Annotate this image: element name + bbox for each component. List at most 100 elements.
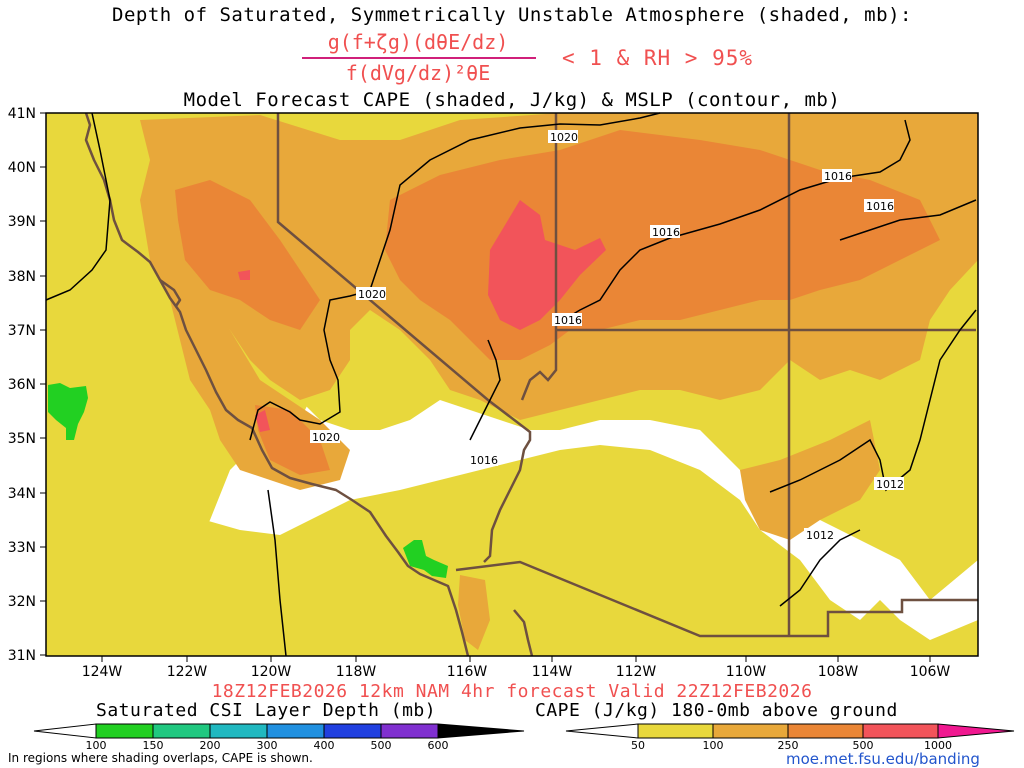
csi-area-socal bbox=[403, 540, 448, 578]
lon-tick: 118W bbox=[336, 656, 376, 680]
isobar-label: 1012 bbox=[876, 478, 904, 491]
cape-area-gold-baja bbox=[458, 575, 490, 650]
shading-footnote: In regions where shading overlaps, CAPE … bbox=[8, 751, 313, 765]
chart-title: Depth of Saturated, Symmetrically Unstab… bbox=[112, 4, 912, 26]
cape-bar-segment bbox=[712, 723, 789, 739]
lat-tick: 36N bbox=[8, 377, 46, 393]
formula-numerator: g(f+ζg)(dθE/dz) bbox=[327, 30, 509, 54]
isobar-label: 1016 bbox=[652, 226, 680, 239]
cape-area-red-nv bbox=[488, 200, 606, 330]
cape-area-orange-ca bbox=[175, 180, 320, 330]
lon-tick: 114W bbox=[532, 656, 573, 680]
isobar-south bbox=[267, 489, 287, 657]
lon-tick: 122W bbox=[167, 656, 207, 680]
state-borders bbox=[276, 113, 978, 638]
lon-label: 106W bbox=[910, 664, 951, 680]
csi-tick-label: 500 bbox=[371, 739, 392, 752]
lat-tick: 35N bbox=[8, 431, 46, 447]
cape-bar-segment bbox=[565, 723, 639, 739]
lon-label: 110W bbox=[726, 664, 767, 680]
coastline-gulf-ca bbox=[513, 609, 534, 657]
isobar-1012-se bbox=[779, 529, 861, 607]
formula-denominator: f(dVg/dz)²θE bbox=[345, 61, 491, 85]
cape-area-orange-socal bbox=[255, 405, 330, 475]
cape-area-red-coast bbox=[255, 410, 270, 432]
chart-subtitle: Model Forecast CAPE (shaded, J/kg) & MSL… bbox=[183, 89, 841, 111]
cape-tick-label: 1000 bbox=[924, 739, 952, 752]
csi-legend-title: Saturated CSI Layer Depth (mb) bbox=[96, 700, 437, 721]
isobar-1020-ca bbox=[249, 289, 373, 441]
isobar-1016-east bbox=[559, 119, 911, 323]
cape-tick-label: 500 bbox=[853, 739, 874, 752]
formula-fraction-bar bbox=[302, 57, 536, 59]
isobar-label: 1016 bbox=[554, 314, 582, 327]
lat-label: 32N bbox=[8, 594, 36, 610]
cape-tick-label: 100 bbox=[703, 739, 724, 752]
lat-tick: 32N bbox=[8, 594, 46, 610]
isobar-label: 1016 bbox=[824, 170, 852, 183]
cape-tick-label: 250 bbox=[778, 739, 799, 752]
cape-bar-segment bbox=[862, 723, 939, 739]
csi-tick-label: 100 bbox=[86, 739, 107, 752]
lon-label: 108W bbox=[818, 664, 859, 680]
lat-tick: 41N bbox=[8, 106, 46, 122]
isobar-1016-sw bbox=[469, 339, 501, 441]
lat-label: 31N bbox=[8, 648, 36, 664]
lat-label: 41N bbox=[8, 106, 36, 122]
lat-tick: 38N bbox=[8, 269, 46, 285]
lon-tick: 116W bbox=[447, 656, 488, 680]
csi-bar-segment bbox=[323, 723, 382, 739]
lon-label: 120W bbox=[251, 664, 292, 680]
csi-bar-segment bbox=[95, 723, 154, 739]
lat-label: 34N bbox=[8, 486, 36, 502]
lon-tick: 120W bbox=[251, 656, 292, 680]
lon-label: 114W bbox=[532, 664, 573, 680]
csi-tick-label: 600 bbox=[428, 739, 449, 752]
isobars bbox=[45, 112, 977, 657]
coastlines bbox=[84, 112, 534, 657]
csi-bar-segment bbox=[209, 723, 268, 739]
longitude-axis: 124W 122W 120W 118W 116W 114W 112W 110W … bbox=[82, 656, 951, 680]
isobar-label: 1016 bbox=[470, 454, 498, 467]
formula-condition: < 1 & RH > 95% bbox=[562, 46, 754, 70]
csi-tick-label: 200 bbox=[200, 739, 221, 752]
lat-label: 38N bbox=[8, 269, 36, 285]
csi-bar-segment bbox=[152, 723, 211, 739]
isobar-labels: 1020 1020 1020 1016 1016 1016 1016 1016 … bbox=[310, 130, 904, 542]
csi-tick-label: 300 bbox=[257, 739, 278, 752]
lat-label: 40N bbox=[8, 160, 36, 176]
csi-bar-segment bbox=[266, 723, 325, 739]
isobar-1016-ne bbox=[839, 199, 977, 241]
valid-time-label: 18Z12FEB2026 12km NAM 4hr forecast Valid… bbox=[211, 681, 813, 702]
lat-tick: 33N bbox=[8, 540, 46, 556]
lat-tick: 40N bbox=[8, 160, 46, 176]
cape-area-yellow-offshore bbox=[46, 592, 125, 612]
isobar-label: 1016 bbox=[866, 200, 894, 213]
csi-tick-label: 150 bbox=[143, 739, 164, 752]
isobar-label: 1020 bbox=[358, 288, 386, 301]
cape-bar-segment bbox=[637, 723, 714, 739]
lon-tick: 108W bbox=[818, 656, 859, 680]
csi-bar-segment bbox=[380, 723, 439, 739]
border-nv-az bbox=[520, 330, 558, 401]
lat-label: 37N bbox=[8, 323, 36, 339]
csi-shading bbox=[48, 383, 448, 578]
lon-tick: 106W bbox=[910, 656, 951, 680]
source-credit-link[interactable]: moe.met.fsu.edu/banding bbox=[786, 750, 980, 768]
lat-tick: 34N bbox=[8, 486, 46, 502]
lat-label: 36N bbox=[8, 377, 36, 393]
csi-tick-label: 400 bbox=[314, 739, 335, 752]
isobar-label: 1020 bbox=[312, 431, 340, 444]
latitude-axis: 41N 40N 39N 38N 37N 36N 35N 34N 33N 32N … bbox=[8, 106, 46, 664]
lon-tick: 110W bbox=[726, 656, 767, 680]
cape-colorbar: 50 100 250 500 1000 bbox=[565, 723, 1015, 752]
lat-label: 39N bbox=[8, 214, 36, 230]
lon-label: 116W bbox=[447, 664, 488, 680]
lat-label: 35N bbox=[8, 431, 36, 447]
cape-shading bbox=[46, 113, 978, 656]
isobar-1020-north bbox=[369, 112, 661, 291]
csi-bar-segment bbox=[33, 723, 97, 739]
cape-bar-segment bbox=[787, 723, 864, 739]
border-ca-nv bbox=[276, 113, 532, 563]
